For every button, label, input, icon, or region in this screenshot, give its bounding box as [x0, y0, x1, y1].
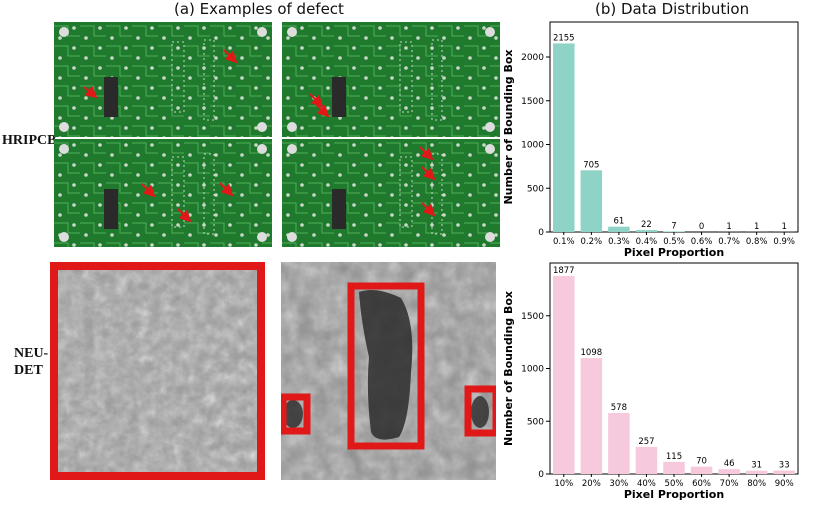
- y-tick-label: 2000: [521, 53, 544, 63]
- row-label-neu-line2: DET: [14, 363, 43, 378]
- y-tick-label: 500: [527, 184, 544, 194]
- pcb-board-graphic: [282, 139, 500, 247]
- pcb-board-graphic: [54, 22, 272, 137]
- x-tick-label: 20%: [582, 479, 601, 489]
- bar: [663, 461, 685, 474]
- y-axis-label: Number of Bounding Box: [502, 291, 515, 446]
- bar: [690, 466, 713, 474]
- x-tick-label: 80%: [747, 479, 766, 489]
- bar-value-label: 0: [699, 222, 704, 232]
- pcb-image-4: [282, 139, 500, 247]
- x-tick-label: 0.9%: [773, 237, 795, 247]
- bar: [635, 446, 658, 474]
- bar-chart-neu-det: 0 500 1000 1500 1877 10% 1098 20% 578 30% 257 40% 11…: [502, 262, 799, 501]
- row-label-neu-line1: NEU-: [14, 346, 49, 361]
- pcb-image-2: [282, 22, 500, 137]
- y-axis-label: Number of Bounding Box: [502, 49, 515, 204]
- bar-chart-hripcb: 0 500 1000 1500 2000 2155 0.1% 705 0.2% 61 0.3% 22 0…: [502, 21, 799, 259]
- bar-value-label: 115: [666, 452, 682, 462]
- x-tick-label: 70%: [720, 479, 739, 489]
- defect-box: [281, 393, 311, 435]
- bar-value-label: 7: [671, 221, 676, 231]
- left-title: (a) Examples of defect: [174, 0, 344, 18]
- defect-box: [464, 385, 496, 437]
- bar: [608, 413, 630, 474]
- bar: [745, 470, 768, 474]
- bar-value-label: 1098: [581, 348, 603, 358]
- bar-value-label: 1: [726, 222, 731, 232]
- bar: [635, 230, 658, 232]
- pcb-image-3: [54, 139, 272, 247]
- bar: [663, 231, 685, 232]
- bar-value-label: 1: [754, 222, 759, 232]
- steel-surface-graphic: [281, 262, 496, 480]
- bar: [580, 170, 603, 232]
- bar-value-label: 2155: [553, 33, 575, 43]
- x-axis-label: Pixel Proportion: [624, 246, 724, 259]
- y-tick-label: 1500: [521, 97, 544, 107]
- bar: [580, 358, 603, 474]
- bar: [773, 470, 795, 474]
- bar: [553, 43, 575, 232]
- x-tick-label: 60%: [692, 479, 711, 489]
- y-tick-label: 0: [538, 228, 544, 238]
- bar: [553, 275, 575, 474]
- row-label-neu-det: NEU- DET: [14, 345, 48, 379]
- neu-image-2: [281, 262, 496, 480]
- x-tick-label: 0.6%: [691, 237, 713, 247]
- bar-value-label: 257: [638, 437, 654, 447]
- steel-surface-graphic: [50, 262, 265, 480]
- x-tick-label: 50%: [665, 479, 684, 489]
- y-tick-label: 500: [527, 417, 544, 427]
- bar-value-label: 578: [611, 403, 627, 413]
- bar-value-label: 22: [641, 220, 652, 230]
- bar-value-label: 1877: [553, 266, 575, 276]
- y-tick-label: 1000: [521, 141, 544, 151]
- bar-value-label: 1: [782, 222, 787, 232]
- defect-box: [347, 282, 425, 450]
- y-tick-label: 1000: [521, 365, 544, 375]
- bar: [608, 226, 630, 232]
- x-tick-label: 0.4%: [636, 237, 658, 247]
- bar: [718, 469, 740, 474]
- x-tick-label: 40%: [637, 479, 656, 489]
- row-label-hripcb: HRIPCB: [2, 133, 57, 148]
- y-tick-label: 1500: [521, 312, 544, 322]
- bar-value-label: 46: [724, 459, 735, 469]
- bar-value-label: 705: [583, 160, 599, 170]
- pcb-board-graphic: [54, 139, 272, 247]
- x-tick-label: 0.5%: [663, 237, 685, 247]
- defect-box: [50, 262, 265, 480]
- bar-value-label: 61: [613, 217, 624, 227]
- x-tick-label: 0.3%: [608, 237, 630, 247]
- right-title: (b) Data Distribution: [595, 0, 750, 18]
- pcb-image-1: [54, 22, 272, 137]
- x-tick-label: 90%: [775, 479, 794, 489]
- bar-value-label: 33: [779, 461, 790, 471]
- x-tick-label: 10%: [554, 479, 573, 489]
- x-tick-label: 0.1%: [553, 237, 575, 247]
- pcb-board-graphic: [282, 22, 500, 137]
- x-tick-label: 30%: [609, 479, 628, 489]
- x-tick-label: 0.7%: [718, 237, 740, 247]
- neu-image-1: [50, 262, 265, 480]
- x-tick-label: 0.2%: [581, 237, 603, 247]
- bar-value-label: 31: [751, 461, 762, 471]
- bar-value-label: 70: [696, 457, 707, 467]
- y-tick-label: 0: [538, 470, 544, 480]
- x-axis-label: Pixel Proportion: [624, 488, 724, 501]
- x-tick-label: 0.8%: [746, 237, 768, 247]
